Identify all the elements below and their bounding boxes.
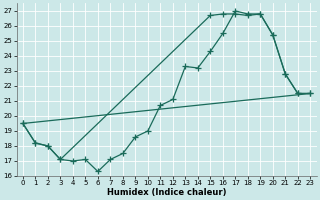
X-axis label: Humidex (Indice chaleur): Humidex (Indice chaleur) <box>107 188 226 197</box>
